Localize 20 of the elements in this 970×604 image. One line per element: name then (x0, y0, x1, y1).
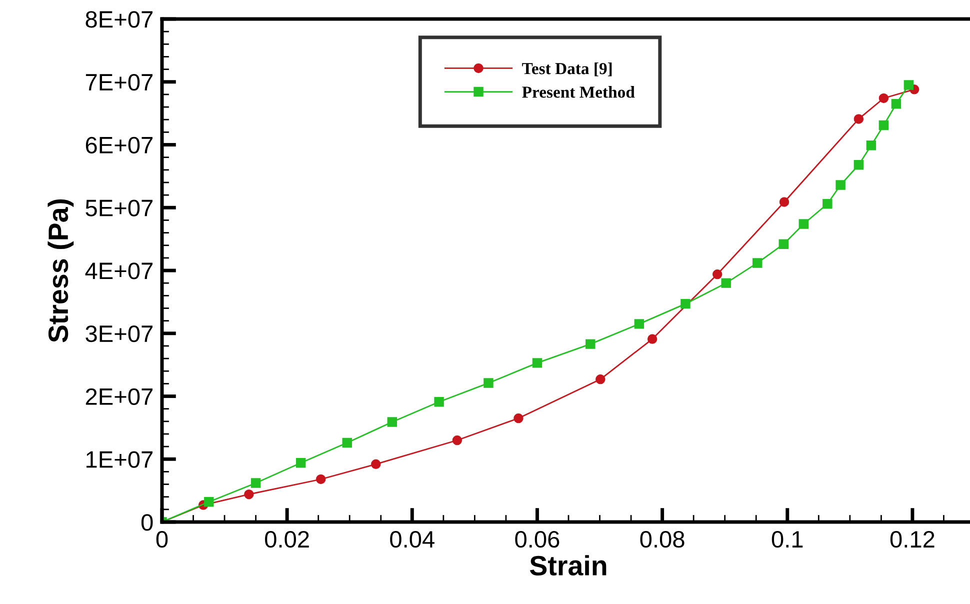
y-tick-label: 3E+07 (86, 325, 152, 342)
y-tick-label: 7E+07 (86, 74, 152, 91)
x-tick-label: 0.04 (390, 530, 434, 548)
y-axis-title: Stress (Pa) (48, 199, 74, 342)
y-tick-label: 6E+07 (86, 136, 152, 154)
y-tick-label: 8E+07 (86, 11, 152, 28)
x-tick-label: 0 (156, 530, 168, 548)
legend-label: Present Method (522, 86, 635, 98)
x-tick-label: 0.08 (640, 530, 684, 548)
y-tick-label: 5E+07 (86, 200, 152, 216)
legend-label: Test Data [9] (522, 62, 612, 76)
x-tick-label: 0.02 (265, 530, 309, 548)
x-tick-label: 0.12 (890, 530, 934, 548)
y-tick-label: 1E+07 (86, 451, 152, 468)
x-tick-label: 0.06 (515, 530, 560, 548)
y-tick-label: 0 (141, 514, 153, 531)
y-tick-label: 2E+07 (86, 388, 152, 406)
x-tick-label: 0.1 (772, 530, 803, 548)
x-axis-title: Strain (530, 555, 606, 576)
y-tick-label: 4E+07 (85, 262, 152, 280)
